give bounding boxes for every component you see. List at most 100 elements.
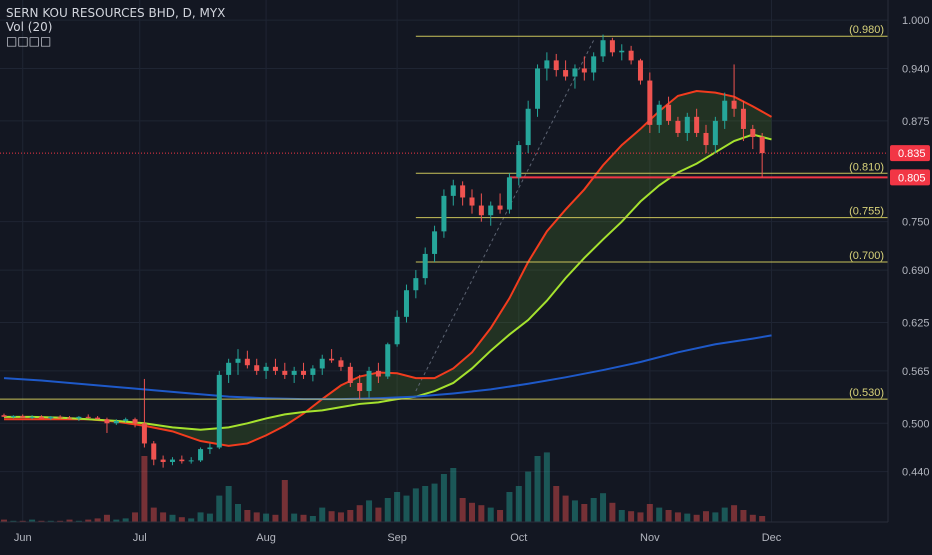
- price-axis-tick-label: 0.440: [902, 467, 930, 479]
- volume-indicator-label[interactable]: Vol (20): [6, 20, 53, 34]
- volume-bar: [309, 516, 316, 522]
- volume-bar: [291, 513, 298, 522]
- candle-body: [506, 177, 512, 210]
- price-axis-tick-label: 0.565: [902, 366, 930, 378]
- candle-body: [432, 231, 438, 254]
- candle-body: [1, 415, 7, 417]
- candle-body: [413, 278, 419, 291]
- candle-body: [244, 358, 250, 366]
- fib-level-label: (0.980): [849, 24, 884, 36]
- candle-body: [460, 185, 466, 198]
- candle-body: [581, 68, 587, 73]
- support-price-tag: [890, 169, 930, 186]
- volume-bar: [47, 520, 54, 522]
- volume-bar: [122, 518, 129, 522]
- volume-bar: [113, 519, 120, 522]
- time-axis-background: [0, 522, 932, 550]
- candle-body: [151, 443, 157, 460]
- candle-body: [675, 120, 681, 133]
- volume-bar: [272, 514, 279, 522]
- candle-body: [553, 60, 559, 71]
- volume-bar: [590, 498, 597, 522]
- volume-bar: [29, 519, 36, 522]
- price-axis-tick-label: 0.940: [902, 63, 930, 75]
- volume-bar: [469, 502, 475, 522]
- candle-body: [291, 370, 297, 375]
- volume-bar: [506, 492, 513, 522]
- chart-legend: SERN KOU RESOURCES BHD, D, MYX Vol (20) …: [6, 6, 225, 48]
- candle-body: [366, 370, 372, 392]
- volume-bar: [674, 512, 681, 522]
- candle-body: [731, 100, 737, 109]
- candle-body: [722, 100, 728, 121]
- volume-bar: [10, 520, 17, 522]
- volume-bar: [703, 511, 709, 522]
- candle-body: [338, 360, 344, 367]
- fib-level-label: (0.700): [849, 250, 884, 262]
- candle-body: [647, 80, 653, 125]
- volume-bar: [38, 520, 45, 522]
- volume-bar: [253, 512, 260, 522]
- candle-body: [188, 460, 194, 462]
- candle-body: [301, 370, 307, 375]
- volume-bar: [235, 504, 241, 522]
- candle-body: [132, 419, 138, 424]
- volume-bar: [440, 474, 447, 522]
- candle-body: [666, 104, 672, 121]
- candle-body: [123, 419, 129, 421]
- volume-bar: [188, 518, 195, 522]
- volume-bar: [422, 486, 429, 522]
- volume-bar: [75, 520, 82, 522]
- volume-bar: [637, 512, 644, 522]
- candle-body: [469, 197, 475, 206]
- candle-body: [179, 459, 185, 462]
- volume-bars: [1, 452, 766, 522]
- volume-bar: [497, 510, 504, 522]
- candle-body: [535, 68, 541, 109]
- volume-bar: [759, 516, 766, 522]
- candle-body: [750, 128, 756, 137]
- candle-body: [628, 50, 634, 61]
- candle-body: [272, 366, 278, 371]
- price-axis-tick-label: 1.000: [902, 15, 930, 27]
- volume-bar: [684, 513, 691, 522]
- time-axis-tick-label: Nov: [640, 532, 660, 544]
- candle-body: [254, 365, 260, 371]
- candle-body: [694, 116, 700, 133]
- candle-body: [591, 56, 597, 73]
- candle-body: [441, 195, 447, 232]
- candle-body: [637, 60, 643, 81]
- volume-bar: [141, 456, 148, 522]
- candle-body: [113, 420, 119, 424]
- candle-body: [403, 290, 409, 317]
- candle-body: [740, 108, 746, 129]
- time-axis-tick-label: Jul: [133, 532, 147, 544]
- candle-body: [235, 358, 241, 363]
- last-price-tag-label: 0.835: [898, 148, 926, 160]
- candle-body: [141, 423, 147, 444]
- candle-body: [207, 447, 213, 450]
- candle-body: [319, 358, 325, 369]
- time-axis-tick-label: Jun: [14, 532, 32, 544]
- candle-body: [712, 120, 718, 146]
- volume-bar: [553, 486, 560, 522]
- volume-bar: [543, 452, 550, 522]
- candle-body: [572, 68, 578, 77]
- symbol-title[interactable]: SERN KOU RESOURCES BHD, D, MYX: [6, 6, 226, 20]
- candle-body: [160, 459, 166, 462]
- candle-body: [67, 417, 73, 419]
- volume-bar: [103, 514, 110, 522]
- volume-bar: [66, 519, 73, 522]
- volume-bar: [749, 514, 756, 522]
- volume-bar: [1, 519, 7, 522]
- candle-body: [38, 416, 44, 419]
- volume-bar: [281, 480, 288, 522]
- candle-body: [394, 316, 400, 345]
- volume-bar: [356, 505, 363, 522]
- volume-bar: [94, 518, 101, 522]
- price-axis-tick-label: 0.500: [902, 418, 930, 430]
- candle-body: [703, 132, 709, 146]
- candle-body: [619, 50, 625, 53]
- candle-body: [310, 368, 316, 375]
